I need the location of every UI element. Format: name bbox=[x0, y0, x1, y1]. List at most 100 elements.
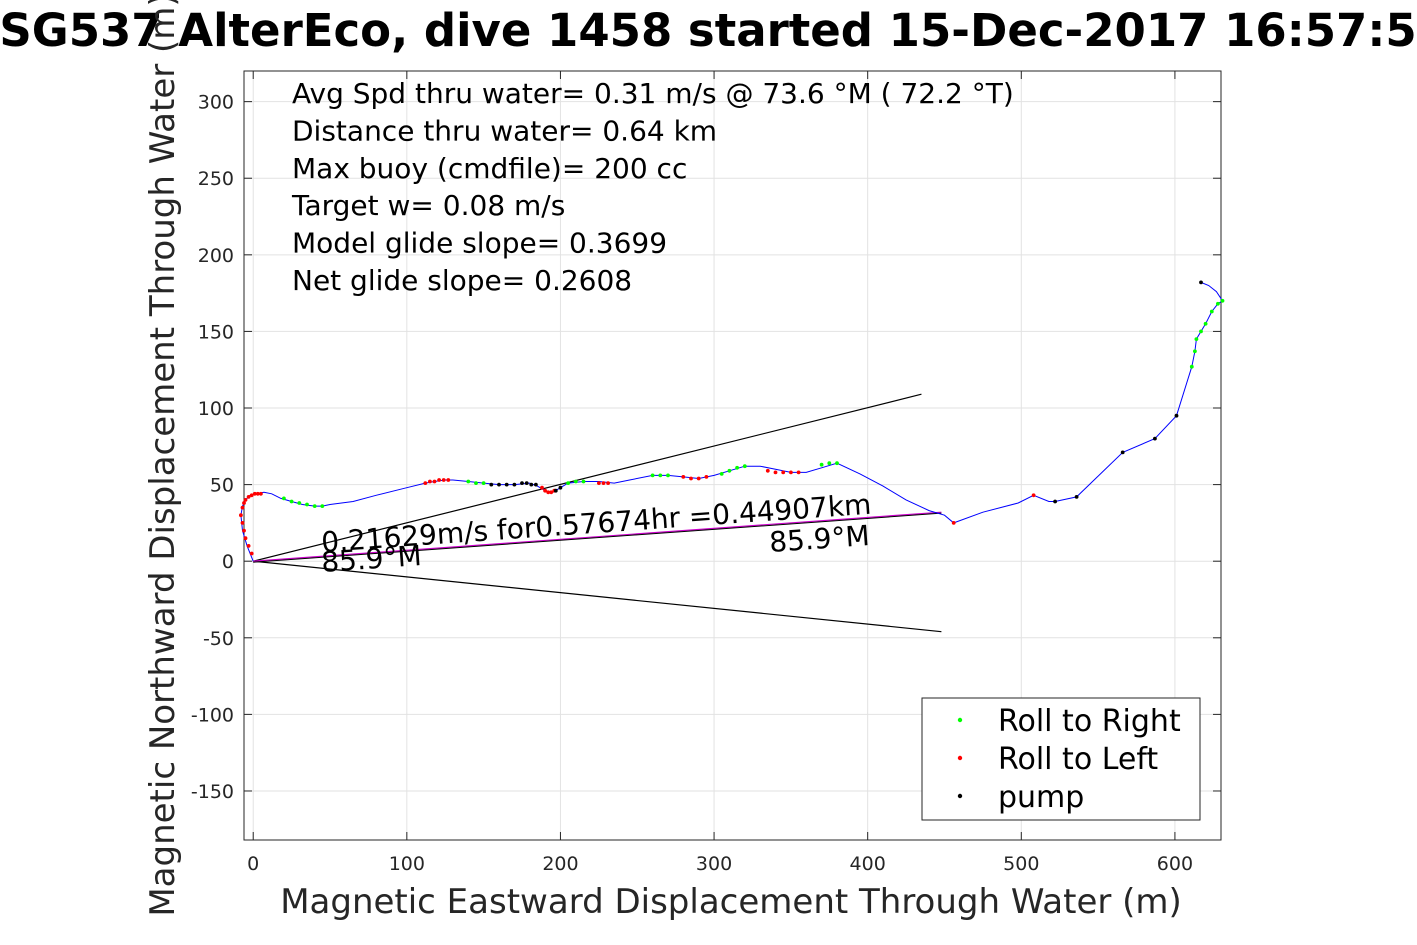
y-axis-label: Magnetic Northward Displacement Through … bbox=[143, 0, 183, 917]
roll-right-point bbox=[827, 461, 832, 466]
annotation-line: Net glide slope= 0.2608 bbox=[292, 264, 632, 297]
roll-right-point bbox=[1220, 298, 1225, 303]
roll-left-point bbox=[243, 536, 248, 541]
x-tick-label: 500 bbox=[1003, 853, 1039, 875]
roll-right-point bbox=[1203, 321, 1208, 326]
roll-right-point bbox=[819, 462, 824, 467]
x-tick-label: 300 bbox=[696, 853, 732, 875]
roll-right-point bbox=[289, 499, 294, 504]
tick-layer: 0 100 200 300 400 500 600 -150 -100 -50 0 50 100 150 2… bbox=[191, 71, 1221, 875]
roll-right-point bbox=[573, 479, 578, 484]
y-tick-label: 300 bbox=[198, 92, 234, 114]
roll-left-point bbox=[781, 470, 786, 475]
annotation-line: Distance thru water= 0.64 km bbox=[292, 114, 717, 147]
roll-right-point bbox=[320, 504, 325, 508]
annotation-block: Avg Spd thru water= 0.31 m/s @ 73.6 °M (… bbox=[291, 77, 1014, 297]
roll-right-point bbox=[727, 468, 732, 473]
roll-left-point bbox=[796, 470, 801, 475]
x-tick-label: 400 bbox=[850, 853, 886, 875]
roll-left-point bbox=[240, 505, 245, 510]
roll-left-point bbox=[242, 501, 246, 505]
pump-point bbox=[504, 482, 509, 487]
roll-left-point bbox=[243, 498, 248, 502]
pump-point bbox=[1153, 436, 1157, 441]
roll-right-point bbox=[835, 461, 839, 466]
roll-left-point bbox=[446, 478, 451, 482]
x-axis-label: Magnetic Eastward Displacement Through W… bbox=[280, 882, 1182, 922]
roll-left-point bbox=[696, 476, 701, 481]
y-tick-label: -100 bbox=[191, 704, 234, 726]
pump-point bbox=[1199, 280, 1203, 285]
legend-marker-pump bbox=[957, 793, 963, 799]
roll-right-point bbox=[581, 479, 586, 484]
pump-point bbox=[529, 482, 534, 487]
roll-right-point bbox=[305, 502, 309, 507]
y-tick-label: 50 bbox=[210, 475, 234, 497]
pump-point bbox=[1053, 499, 1057, 504]
roll-left-point bbox=[681, 475, 686, 479]
roll-right-point bbox=[474, 481, 478, 485]
roll-left-point bbox=[437, 478, 441, 482]
annotation-line: Avg Spd thru water= 0.31 m/s @ 73.6 °M (… bbox=[292, 77, 1014, 110]
roll-right-point bbox=[742, 464, 747, 469]
pump-point bbox=[558, 485, 563, 490]
roll-right-point bbox=[1209, 309, 1214, 314]
current-line-black bbox=[253, 512, 942, 563]
x-tick-label: 100 bbox=[389, 853, 425, 875]
x-tick-label: 600 bbox=[1157, 853, 1193, 875]
roll-left-point bbox=[789, 470, 793, 475]
y-tick-label: -150 bbox=[191, 781, 234, 803]
roll-left-point bbox=[240, 521, 245, 525]
points-layer bbox=[239, 280, 1225, 556]
cone-line-lower bbox=[253, 560, 942, 633]
roll-right-point bbox=[1194, 337, 1199, 341]
roll-left-point bbox=[259, 491, 263, 496]
x-tick-label: 0 bbox=[247, 853, 259, 875]
pump-point bbox=[497, 482, 501, 487]
roll-right-point bbox=[719, 472, 724, 476]
roll-left-point bbox=[689, 476, 693, 481]
roll-right-point bbox=[1199, 329, 1203, 334]
cone-line-upper bbox=[253, 393, 922, 562]
roll-left-point bbox=[606, 481, 610, 485]
annotation-line: Target w= 0.08 m/s bbox=[291, 189, 565, 222]
roll-left-point bbox=[423, 481, 428, 485]
roll-right-point bbox=[466, 479, 471, 484]
roll-left-point bbox=[239, 513, 243, 518]
legend-marker-roll-right bbox=[957, 717, 963, 723]
roll-left-point bbox=[546, 490, 551, 495]
roll-left-point bbox=[242, 528, 246, 533]
pump-point bbox=[1174, 413, 1179, 418]
roll-left-point bbox=[255, 491, 260, 496]
roll-left-point bbox=[428, 479, 432, 484]
roll-left-point bbox=[249, 551, 254, 556]
roll-left-point bbox=[249, 493, 254, 498]
roll-left-point bbox=[773, 470, 778, 475]
y-tick-label: 250 bbox=[198, 168, 234, 190]
heading-label-start: 85.9°M bbox=[320, 539, 423, 579]
chart-title: SG537 AlterEco, dive 1458 started 15-Dec… bbox=[0, 4, 1417, 57]
grid-layer bbox=[244, 71, 1221, 840]
roll-left-point bbox=[765, 468, 770, 473]
roll-right-point bbox=[1216, 301, 1220, 306]
pump-point bbox=[534, 482, 538, 487]
roll-left-point bbox=[441, 478, 446, 482]
y-tick-label: 100 bbox=[198, 398, 234, 420]
roll-right-point bbox=[666, 473, 670, 478]
legend-label-roll-left: Roll to Left bbox=[998, 742, 1158, 777]
roll-right-point bbox=[297, 501, 302, 505]
roll-left-point bbox=[951, 521, 956, 525]
roll-right-point bbox=[658, 473, 663, 478]
roll-left-point bbox=[252, 491, 257, 496]
pump-point bbox=[512, 482, 517, 487]
roll-left-point bbox=[597, 481, 601, 485]
y-tick-label: 150 bbox=[198, 321, 234, 343]
roll-left-point bbox=[601, 481, 606, 485]
annotation-line: Model glide slope= 0.3699 bbox=[292, 227, 667, 260]
plot-area-frame bbox=[243, 70, 1222, 841]
y-tick-label: 200 bbox=[198, 245, 234, 267]
annotation-line: Max buoy (cmdfile)= 200 cc bbox=[292, 152, 687, 185]
roll-right-point bbox=[650, 473, 655, 478]
reference-lines bbox=[253, 393, 942, 633]
roll-left-point bbox=[1031, 493, 1036, 498]
